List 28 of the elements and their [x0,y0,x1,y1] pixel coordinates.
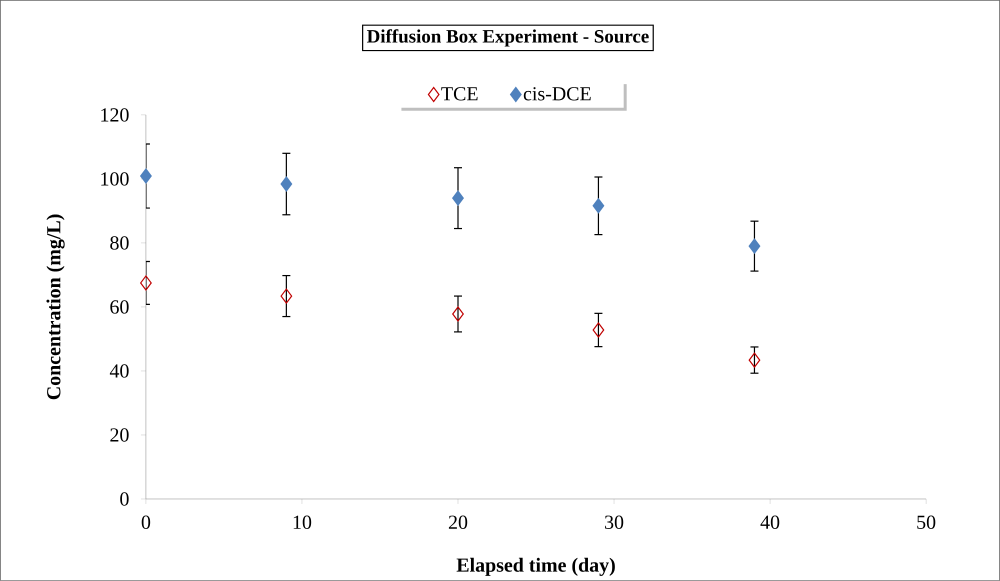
legend-label: cis-DCE [524,87,591,101]
x-tick-label: 40 [760,516,780,530]
y-tick-label: 100 [101,172,129,186]
x-tick-label: 20 [448,516,468,530]
point [748,238,760,254]
point [452,306,464,322]
point [280,176,292,192]
y-tick-label: 60 [110,300,129,314]
y-tick-label: 120 [101,108,129,122]
y-tick-label: 0 [120,492,129,506]
point [592,322,604,338]
y-tick-label: 40 [110,364,129,378]
point [592,198,604,214]
y-tick-label: 20 [110,428,129,442]
x-tick-label: 0 [142,516,150,530]
legend-label: TCE [441,87,478,101]
point [140,168,152,184]
y-tick-label: 80 [110,236,129,250]
x-tick-label: 30 [605,516,624,530]
y-axis-title: Concentration (mg/L) [46,214,65,400]
x-axis-title: Elapsed time (day) [456,558,615,576]
point [280,288,292,304]
chart-title: Diffusion Box Experiment - Source [366,29,649,47]
point [748,352,760,368]
x-tick-label: 50 [917,516,936,530]
point [452,190,464,206]
x-tick-label: 10 [294,516,312,530]
point [140,275,152,291]
